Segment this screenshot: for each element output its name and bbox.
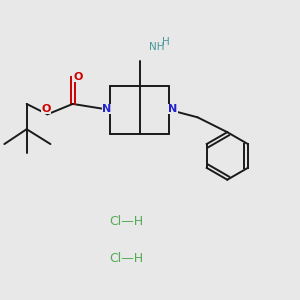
Text: O: O xyxy=(41,104,51,114)
Text: Cl—H: Cl—H xyxy=(109,215,143,228)
Text: H: H xyxy=(163,37,170,46)
Text: N: N xyxy=(168,104,178,114)
Text: N: N xyxy=(102,104,111,114)
Text: O: O xyxy=(74,72,83,82)
Text: NH: NH xyxy=(148,43,164,52)
Text: Cl—H: Cl—H xyxy=(109,252,143,265)
